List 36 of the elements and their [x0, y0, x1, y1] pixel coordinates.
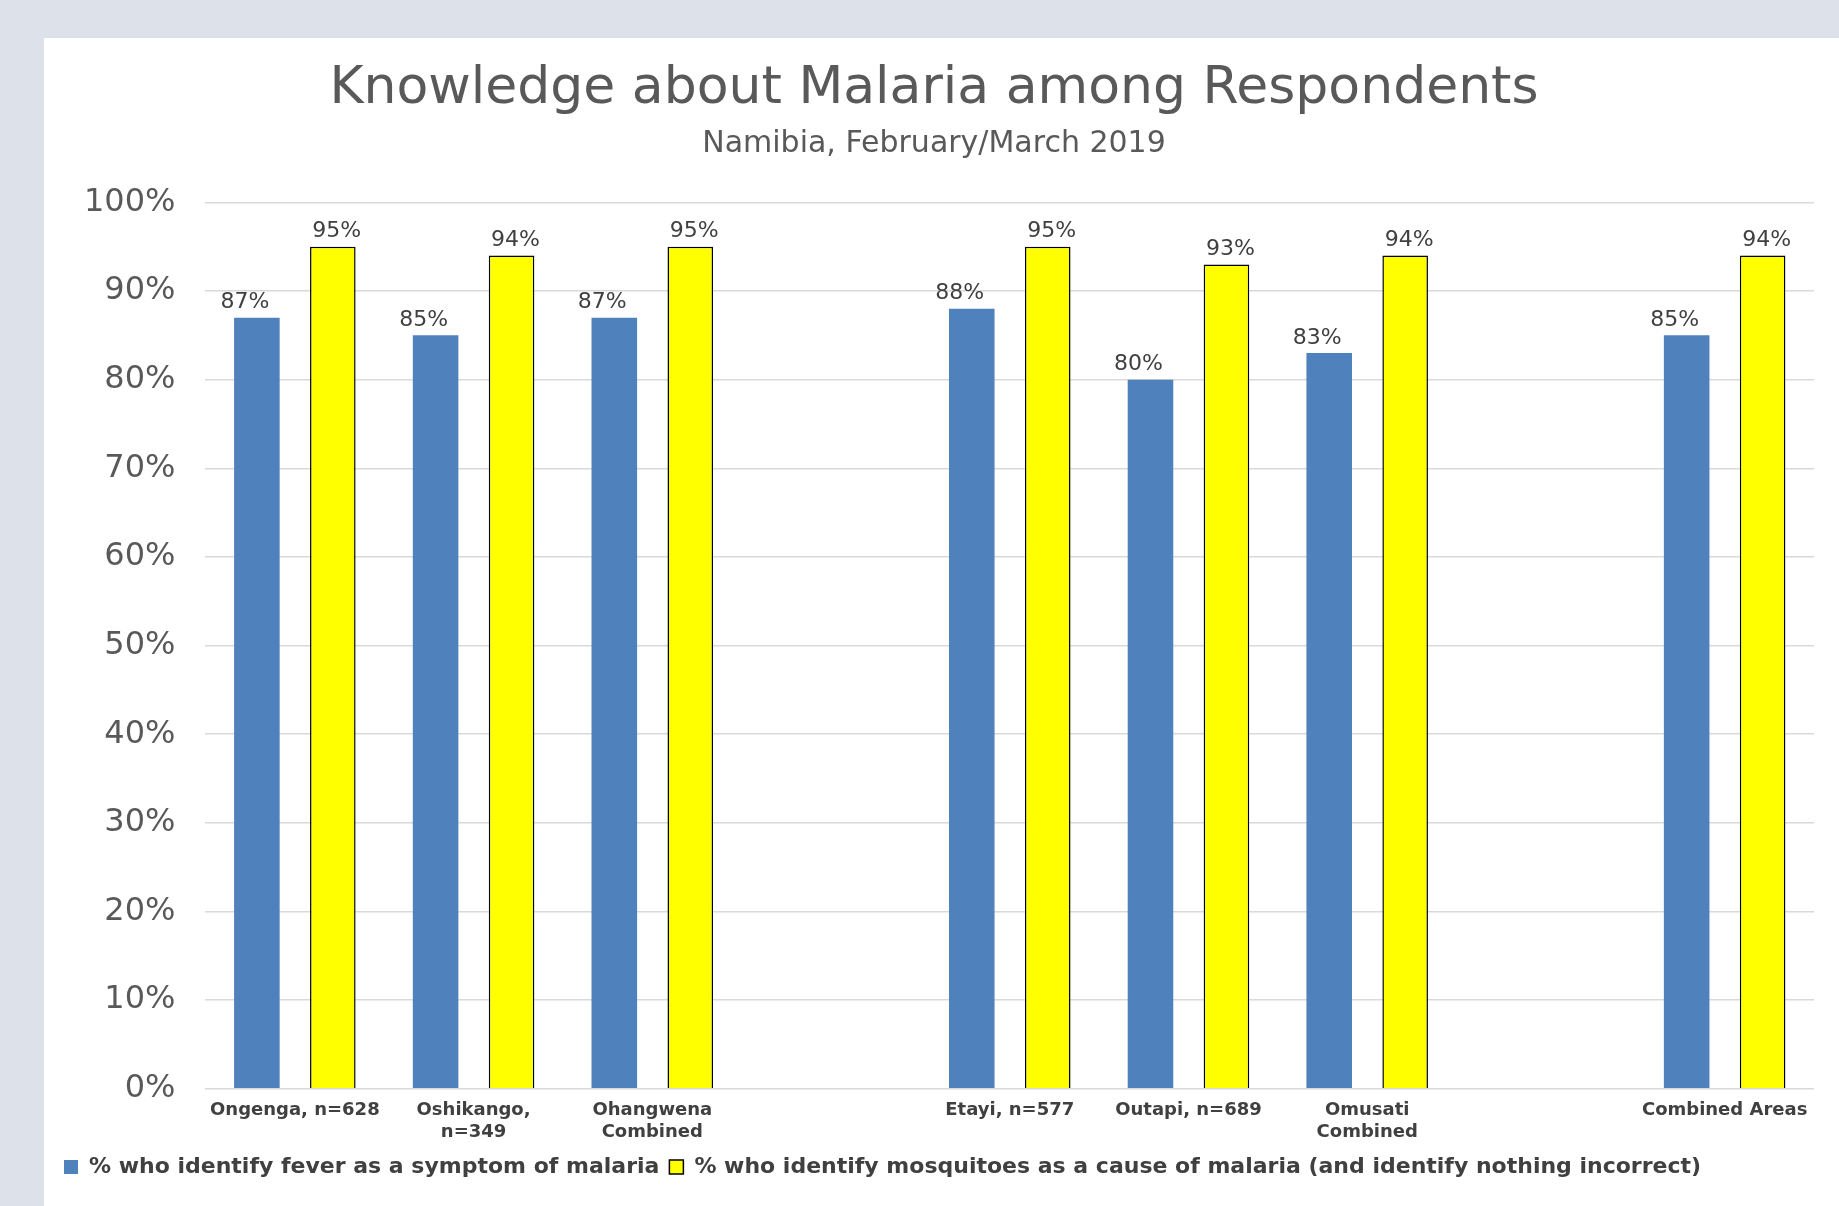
legend-label: % who identify mosquitoes as a cause of malaria (and identify nothing incorrect) [694, 1152, 1702, 1178]
y-tick-label: 10% [104, 978, 176, 1017]
x-tick-label: Etayi, n=577 [945, 1098, 1075, 1120]
chart-subtitle: Namibia, February/March 2019 [702, 124, 1166, 160]
x-tick-label: Ohangwena Combined [592, 1098, 713, 1141]
y-tick-label: 70% [104, 446, 176, 485]
x-tick-label: Omusati Combined [1316, 1098, 1418, 1141]
data-label: 94% [1742, 226, 1792, 252]
y-tick-label: 20% [104, 889, 176, 928]
y-tick-label: 60% [104, 535, 176, 574]
data-label: 85% [399, 306, 449, 332]
y-tick-label: 50% [104, 623, 176, 662]
x-tick-label: Ongenga, n=628 [210, 1098, 380, 1120]
chart-title: Knowledge about Malaria among Respondents [329, 54, 1539, 115]
data-label: 94% [1384, 226, 1434, 252]
y-tick-label: 30% [104, 801, 176, 840]
data-label: 93% [1205, 235, 1255, 261]
data-label: 87% [220, 288, 270, 314]
x-tick-label: Combined Areas [1641, 1098, 1808, 1120]
y-tick-label: 90% [104, 269, 176, 308]
data-label: 94% [491, 226, 540, 252]
x-tick-label: Outapi, n=689 [1115, 1098, 1262, 1120]
data-label: 87% [577, 288, 627, 314]
data-label: 95% [312, 217, 362, 243]
data-label: 88% [935, 279, 985, 305]
y-tick-label: 40% [104, 712, 176, 751]
legend-label: % who identify fever as a symptom of malaria [89, 1152, 660, 1178]
data-label: 95% [669, 217, 719, 243]
y-tick-label: 0% [124, 1067, 176, 1106]
y-tick-label: 100% [84, 180, 176, 219]
y-tick-label: 80% [104, 357, 176, 396]
x-tick-label: Oshikango, n=349 [416, 1098, 531, 1141]
data-label: 85% [1650, 306, 1700, 332]
data-label: 83% [1292, 323, 1342, 349]
data-label: 80% [1114, 350, 1163, 376]
data-label: 95% [1027, 217, 1077, 243]
